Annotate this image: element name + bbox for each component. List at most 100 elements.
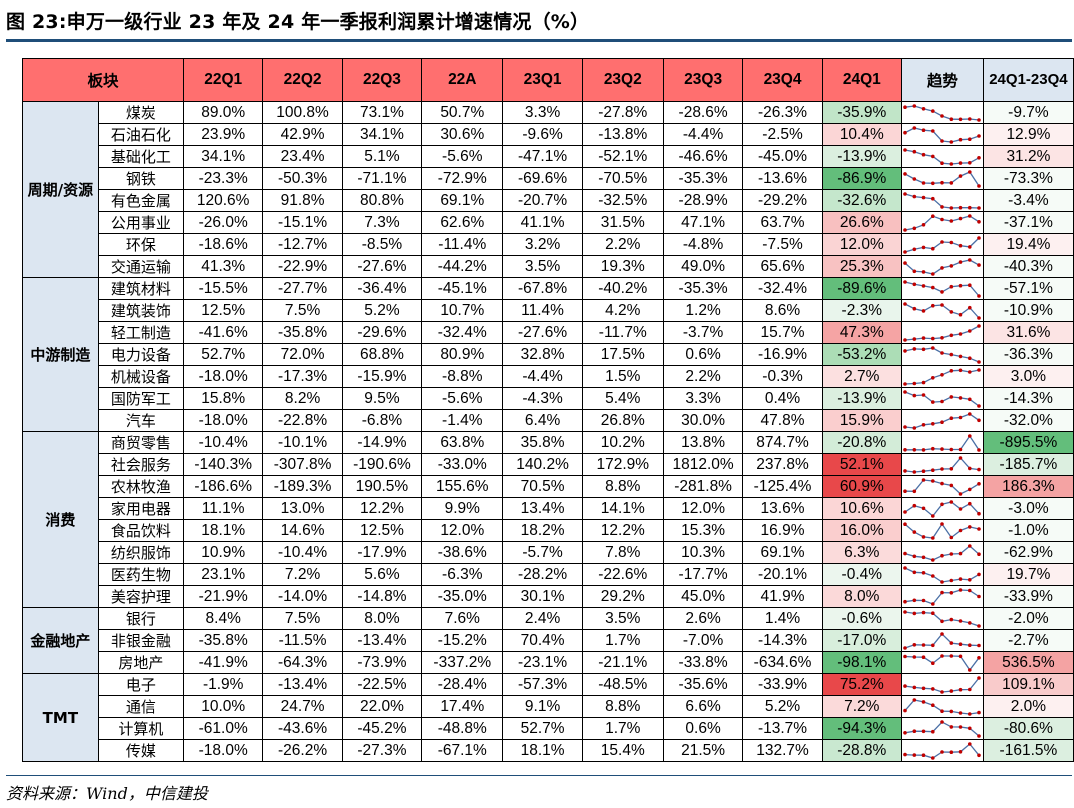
value-cell: 2.4% [502,607,583,630]
value-cell: 1.5% [581,365,664,388]
value-cell: 80.8% [341,189,423,212]
trend-point [967,328,972,333]
trend-point [921,283,926,288]
table-row: 家用电器 11.1% 13.0% 12.2% 9.9% 13.4% 14.1% 12.0% 13… [23,497,1074,520]
value-cell: 15.7% [742,321,823,344]
trend-point [912,503,916,507]
col-header-5: 23Q1 [502,58,583,102]
value-cell: 68.8% [341,343,423,366]
trend-point [921,347,926,351]
value-cell: 155.6% [421,475,504,498]
trend-sparkline [903,103,981,122]
value-cell: 21.5% [662,739,744,762]
trend-point [930,271,935,276]
value-cell: -61.0% [182,717,264,740]
trend-point [912,425,916,430]
trend-sparkline-cell [900,101,984,124]
diff-cell: -10.9% [982,299,1074,322]
value-cell: 26.8% [581,409,664,432]
trend-point [949,499,953,504]
trend-point [940,350,944,355]
value-cell: 52.7% [502,717,583,740]
industry-label: 公用事业 [97,211,185,234]
trend-point [903,752,907,756]
trend-point [912,728,916,733]
value-cell: -15.5% [182,277,264,300]
trend-point [977,467,981,471]
trend-sparkline [903,147,981,166]
table-row: 医药生物 23.1% 7.2% 5.6% -6.3% -28.2% -22.6% -17.7%… [23,563,1074,586]
value-cell: -45.0% [742,145,823,168]
trend-sparkline [903,301,981,320]
diff-cell: -895.5% [982,431,1074,454]
trend-sparkline [903,367,981,386]
trend-point [940,719,944,724]
trend-sparkline-cell [900,189,984,212]
value-cell: 7.2% [262,563,343,586]
trend-point [977,526,981,531]
table-row: 传媒 -18.0% -26.2% -27.3% -67.1% 18.1% 15.4% 21.5… [23,739,1074,762]
trend-point [903,260,907,265]
industry-label: 钢铁 [97,167,185,190]
value-cell: 23.4% [262,145,343,168]
table-row: 计算机 -61.0% -43.6% -45.2% -48.8% 52.7% 1.7% 0.6%… [23,717,1074,740]
trend-point [903,337,907,342]
value-cell: 8.4% [182,607,264,630]
source-note: 资料来源：Wind，中信建投 [6,784,208,803]
value-cell: 9.1% [502,695,583,718]
trend-point [949,749,953,754]
trend-point [967,397,972,401]
value-cell: 7.6% [421,607,504,630]
value-cell: 0.6% [662,717,744,740]
value-cell: 10.0% [182,695,264,718]
table-row: 美容护理 -21.9% -14.0% -14.8% -35.0% 30.1% 29.2% 45… [23,585,1074,608]
group-label: TMT [22,673,99,762]
value-cell: 132.7% [742,739,823,762]
trend-point [930,375,935,380]
trend-point [977,219,981,224]
trend-point [967,205,972,209]
trend-point [930,108,935,113]
trend-point [930,345,935,350]
value-cell: -27.3% [341,739,423,762]
trend-point [940,631,944,636]
value-cell: -4.8% [662,233,744,256]
trend-line [904,720,980,736]
value-cell: 2.7% [821,365,902,388]
diff-cell: 31.6% [982,321,1074,344]
trend-point [958,415,963,419]
value-cell: -67.1% [421,739,504,762]
value-cell: 80.9% [421,343,504,366]
value-cell: -15.9% [341,365,423,388]
trend-point [912,598,916,602]
trend-point [903,599,907,603]
value-cell: 65.6% [742,255,823,278]
value-cell: -8.8% [421,365,504,388]
value-cell: 1.7% [581,717,664,740]
table-row: 公用事业 -26.0% -15.1% 7.3% 62.6% 41.1% 31.5% 47.1%… [23,211,1074,234]
trend-point [958,587,963,592]
value-cell: 63.8% [421,431,504,454]
trend-point [949,263,953,268]
trend-line [904,544,980,561]
trend-point [903,654,907,658]
value-cell: 10.7% [421,299,504,322]
trend-sparkline [903,477,981,496]
table-row: 环保 -18.6% -12.7% -8.5% -11.4% 3.2% 2.2% -4.8% -7… [23,233,1074,256]
trend-sparkline-cell [900,431,984,454]
trend-point [967,543,972,548]
table-body: 周期/资源 煤炭 89.0% 100.8% 73.1% 50.7% 3.3% -27.8% -2… [22,101,1074,762]
value-cell: -7.0% [662,629,744,652]
trend-line [904,237,980,253]
trend-point [940,217,944,221]
trend-point [958,576,963,581]
trend-point [967,433,972,438]
value-cell: -5.6% [421,145,504,168]
industry-label: 环保 [97,233,185,256]
value-cell: -48.5% [581,673,664,696]
table-row: 石油石化 23.9% 42.9% 34.1% 30.6% -9.6% -13.8% -4.4%… [23,123,1074,146]
value-cell: 7.8% [581,541,664,564]
value-cell: 41.9% [742,585,823,608]
industry-label: 石油石化 [97,123,185,146]
diff-cell: -185.7% [982,453,1074,476]
